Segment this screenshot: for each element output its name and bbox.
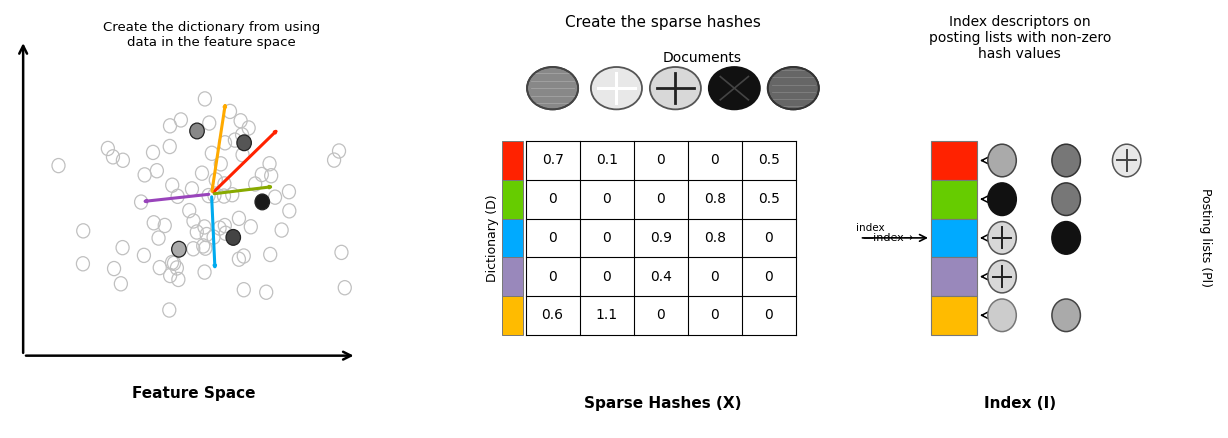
Circle shape	[226, 230, 241, 245]
Circle shape	[1052, 222, 1081, 254]
Text: 0.5: 0.5	[758, 192, 780, 206]
Circle shape	[987, 299, 1017, 332]
Circle shape	[255, 194, 269, 210]
Circle shape	[172, 241, 187, 257]
Circle shape	[1052, 183, 1081, 215]
Text: 0.1: 0.1	[596, 153, 618, 167]
Text: 0: 0	[710, 269, 720, 283]
Circle shape	[987, 183, 1017, 215]
Bar	[502, 219, 523, 257]
Text: Create the sparse hashes: Create the sparse hashes	[565, 15, 761, 30]
Text: 0.4: 0.4	[650, 269, 672, 283]
Text: Index (I): Index (I)	[984, 396, 1056, 411]
Text: 0: 0	[764, 231, 774, 245]
Text: 0: 0	[656, 308, 666, 322]
Circle shape	[709, 67, 760, 110]
Bar	[931, 141, 977, 180]
Text: Create the dictionary from using
data in the feature space: Create the dictionary from using data in…	[103, 21, 321, 49]
Circle shape	[237, 135, 252, 151]
Bar	[502, 296, 523, 335]
Text: 0: 0	[656, 192, 666, 206]
Text: 0: 0	[548, 231, 558, 245]
Circle shape	[190, 123, 204, 139]
Text: Index descriptors on
posting lists with non-zero
hash values: Index descriptors on posting lists with …	[928, 15, 1111, 61]
Bar	[502, 141, 523, 180]
Circle shape	[768, 67, 819, 110]
Text: 0: 0	[710, 308, 720, 322]
Text: 0: 0	[764, 308, 774, 322]
Text: Sparse Hashes (X): Sparse Hashes (X)	[585, 396, 742, 411]
Text: 0: 0	[710, 153, 720, 167]
Text: 0: 0	[548, 192, 558, 206]
Circle shape	[987, 144, 1017, 177]
Text: index: index	[856, 223, 884, 233]
Text: Dictionary (D): Dictionary (D)	[486, 194, 499, 282]
Text: 0: 0	[602, 231, 612, 245]
Circle shape	[591, 67, 642, 110]
Bar	[931, 257, 977, 296]
Circle shape	[650, 67, 701, 110]
Text: Feature Space: Feature Space	[131, 386, 255, 401]
Bar	[502, 257, 523, 296]
Text: 0.8: 0.8	[704, 192, 726, 206]
Text: 0: 0	[602, 269, 612, 283]
Text: 0.9: 0.9	[650, 231, 672, 245]
Bar	[931, 219, 977, 257]
Bar	[931, 180, 977, 219]
Text: —index→: —index→	[862, 233, 914, 243]
Circle shape	[1052, 144, 1081, 177]
Bar	[931, 296, 977, 335]
Text: Documents: Documents	[663, 51, 742, 65]
Circle shape	[987, 222, 1017, 254]
Circle shape	[1113, 144, 1141, 177]
Circle shape	[1052, 299, 1081, 332]
Text: 0.8: 0.8	[704, 231, 726, 245]
Text: 1.1: 1.1	[596, 308, 618, 322]
Circle shape	[527, 67, 578, 110]
Text: 0: 0	[548, 269, 558, 283]
Text: 0.5: 0.5	[758, 153, 780, 167]
Text: 0: 0	[656, 153, 666, 167]
Bar	[502, 180, 523, 219]
Text: 0.7: 0.7	[542, 153, 564, 167]
Text: 0: 0	[602, 192, 612, 206]
Text: 0: 0	[764, 269, 774, 283]
Circle shape	[987, 260, 1017, 293]
Text: 0.6: 0.6	[542, 308, 564, 322]
Text: Posting lists (Pl): Posting lists (Pl)	[1199, 188, 1212, 287]
